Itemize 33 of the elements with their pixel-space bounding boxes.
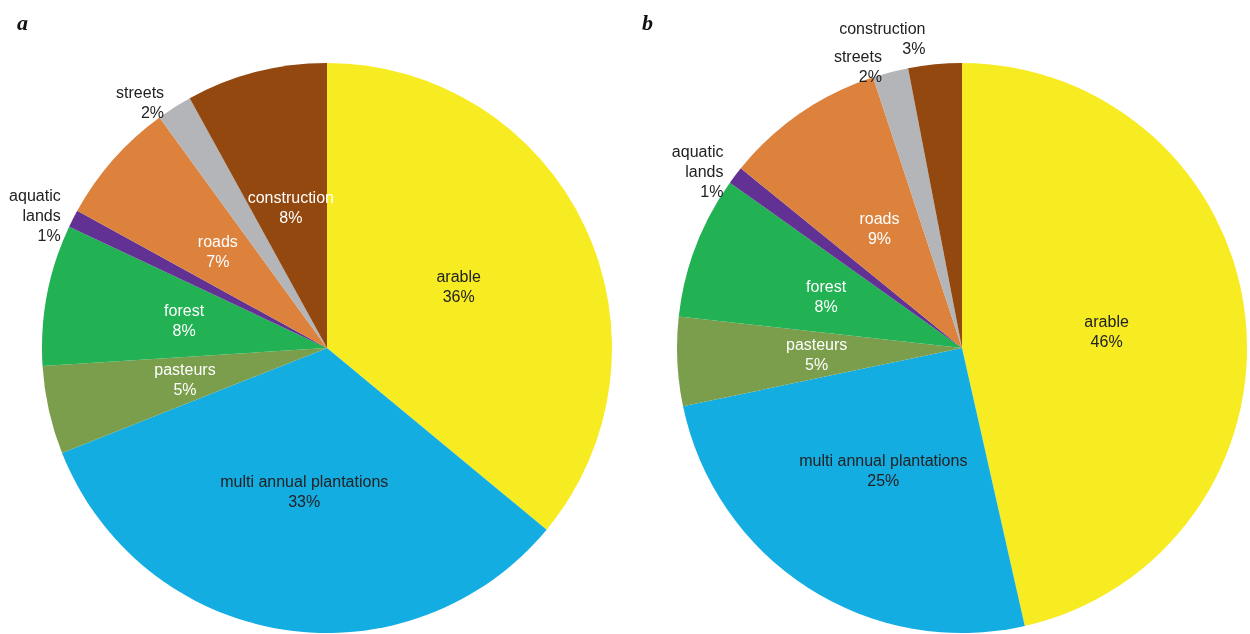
- slice-label: aquatic lands: [671, 143, 724, 181]
- slice-label: pasteurs: [785, 336, 848, 354]
- chart-title: b: [642, 9, 653, 35]
- slice-label: multi annual plantations: [799, 451, 968, 469]
- data-label: 5%: [173, 381, 197, 399]
- data-label: 33%: [288, 493, 321, 511]
- chart-title: a: [17, 9, 28, 35]
- slice-label: roads: [197, 233, 238, 251]
- data-label: 46%: [1090, 333, 1123, 351]
- data-label: 8%: [172, 322, 196, 340]
- data-label: 3%: [902, 39, 926, 57]
- data-label: 5%: [805, 356, 829, 374]
- slice-label: streets: [116, 83, 165, 101]
- slice-label: pasteurs: [154, 361, 216, 379]
- slice-label: forest: [164, 302, 205, 320]
- data-label: 2%: [858, 67, 882, 85]
- slice-label: roads: [859, 209, 900, 227]
- data-label: 1%: [700, 183, 724, 201]
- slice-label: forest: [806, 277, 847, 295]
- slice-label: construction: [839, 19, 926, 37]
- data-label: 9%: [867, 229, 892, 247]
- data-label: 2%: [140, 103, 165, 121]
- data-label: 7%: [206, 253, 230, 271]
- slice-label: multi annual plantations: [220, 473, 389, 491]
- data-label: 25%: [867, 471, 900, 489]
- slice-label: arable: [436, 267, 481, 285]
- slice-label: aquatic lands: [9, 187, 61, 225]
- slice-label: streets: [833, 47, 882, 65]
- slice-label: arable: [1084, 313, 1129, 331]
- data-label: 8%: [814, 297, 838, 315]
- data-label: 1%: [37, 227, 61, 245]
- data-label: 8%: [279, 208, 303, 226]
- data-label: 36%: [442, 287, 475, 305]
